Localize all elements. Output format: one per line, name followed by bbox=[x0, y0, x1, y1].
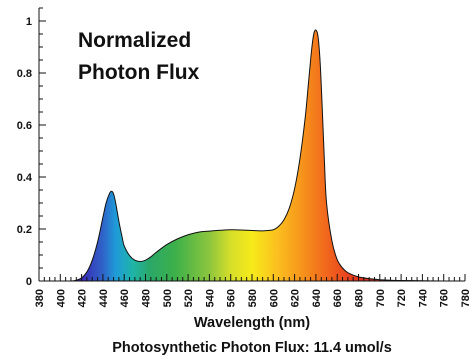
x-axis-ticks: 380 400 420 440 460 480 500 520 540 560 580 600 620 6… bbox=[34, 274, 472, 307]
x-tick-label: 600 bbox=[268, 289, 280, 307]
x-tick-label: 380 bbox=[34, 289, 46, 307]
y-tick-label: 0.8 bbox=[17, 68, 32, 80]
x-tick-label: 660 bbox=[332, 289, 344, 307]
chart-title-line-2: Photon Flux bbox=[78, 61, 200, 84]
x-tick-label: 440 bbox=[98, 289, 110, 307]
y-tick-label: 0.6 bbox=[17, 120, 32, 132]
x-tick-label: 420 bbox=[77, 289, 89, 307]
x-axis-title: Wavelength (nm) bbox=[194, 315, 310, 331]
x-tick-label: 560 bbox=[226, 289, 238, 307]
x-tick-label: 640 bbox=[311, 289, 323, 307]
x-tick-label: 400 bbox=[55, 289, 67, 307]
plot-area bbox=[39, 29, 465, 282]
x-tick-label: 720 bbox=[396, 289, 408, 307]
x-tick-label: 460 bbox=[119, 289, 131, 307]
x-tick-label: 680 bbox=[354, 289, 366, 307]
x-tick-label: 500 bbox=[162, 289, 174, 307]
x-tick-label: 480 bbox=[141, 289, 153, 307]
y-tick-label: 0 bbox=[26, 276, 32, 288]
chart-title-line-1: Normalized bbox=[78, 29, 191, 52]
ppf-footer-note: Photosynthetic Photon Flux: 11.4 umol/s bbox=[112, 340, 392, 356]
y-tick-label: 0.2 bbox=[17, 224, 32, 236]
x-tick-label: 700 bbox=[375, 289, 387, 307]
y-tick-label: 1 bbox=[26, 16, 32, 28]
y-tick-label: 0.4 bbox=[17, 172, 33, 184]
x-tick-label: 520 bbox=[183, 289, 195, 307]
spectrum-line bbox=[39, 29, 465, 282]
x-tick-label: 540 bbox=[204, 289, 216, 307]
x-tick-label: 740 bbox=[417, 289, 429, 307]
x-tick-label: 580 bbox=[247, 289, 259, 307]
x-tick-label: 760 bbox=[439, 289, 451, 307]
y-axis-ticks: 0 0.2 0.4 0.6 0.8 1 bbox=[17, 7, 46, 288]
x-tick-label: 620 bbox=[290, 289, 302, 307]
axes: 0 0.2 0.4 0.6 0.8 1 380 400 420 440 460 480 500 520 5… bbox=[17, 7, 472, 307]
x-tick-label: 780 bbox=[460, 289, 472, 307]
